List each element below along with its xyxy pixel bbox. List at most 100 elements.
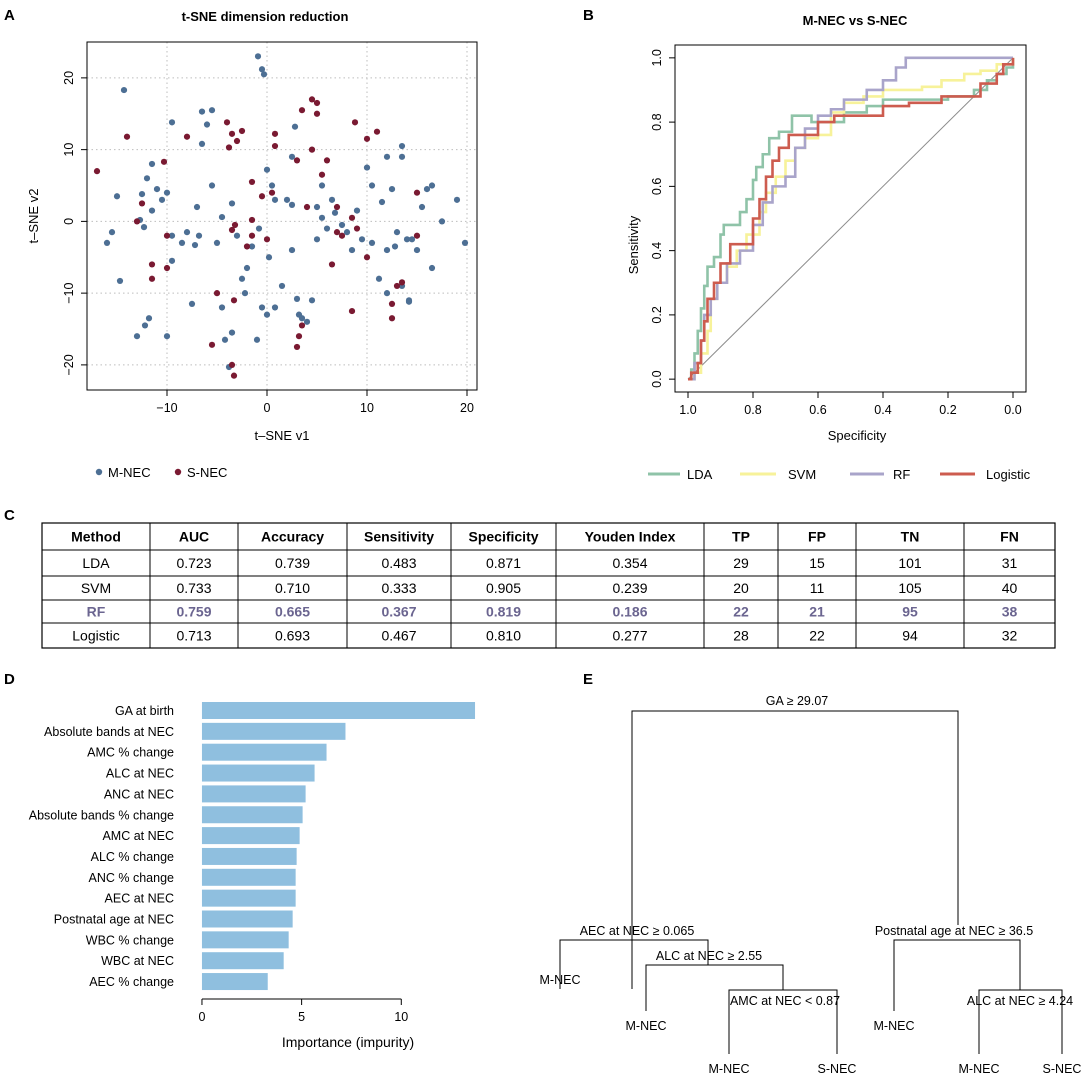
scatter-point-m-nec [398,142,406,150]
roc-title: M-NEC vs S-NEC [803,13,908,28]
tree-edge-alc-left [645,964,784,1011]
scatter-point-m-nec [163,333,171,340]
scatter-point-m-nec [331,209,339,216]
scatter-point-s-nec [93,168,101,175]
table-cell: 0.723 [176,555,211,571]
roc-x-tick-label: 0.0 [1004,403,1021,417]
table-header-cell: FP [808,529,826,545]
roc-y-tick-label: 0.4 [650,242,664,259]
scatter-point-m-nec [308,297,316,304]
importance-bar [201,952,284,970]
scatter-point-s-nec [248,178,256,186]
scatter-point-s-nec [313,110,321,117]
table-cell: 0.367 [381,604,416,620]
table-cell: 0.333 [381,580,416,596]
table-cell: 11 [810,580,825,596]
scatter-point-m-nec [254,53,262,60]
scatter-point-m-nec [428,264,436,272]
table-header-cell: FN [1000,529,1019,545]
scatter-point-m-nec [208,107,216,114]
table-cell: Logistic [72,628,119,644]
tree-leaf-postnatal-mnec: M-NEC [874,1019,915,1033]
table-cell: SVM [81,580,111,596]
roc-x-tick-label: 0.8 [744,403,761,417]
scatter-point-m-nec [291,123,299,130]
scatter-point-s-nec [263,236,271,243]
scatter-point-m-nec [298,315,306,322]
scatter-point-m-nec [283,196,291,203]
scatter-x-tick-label: 10 [360,401,374,415]
scatter-point-m-nec [241,290,249,297]
scatter-point-m-nec [368,239,376,247]
scatter-point-m-nec [278,282,286,290]
table-cell: 0.186 [612,604,647,620]
scatter-point-s-nec [333,229,341,236]
scatter-point-m-nec [113,193,121,200]
scatter-points [93,53,469,379]
scatter-point-m-nec [228,200,236,207]
scatter-point-m-nec [358,236,366,243]
importance-x-tick-label: 0 [198,1010,205,1024]
scatter-point-m-nec [348,246,356,254]
scatter-point-m-nec [148,207,156,214]
scatter-point-s-nec [351,119,359,126]
scatter-point-m-nec [141,322,149,329]
scatter-point-s-nec [363,135,371,142]
scatter-point-m-nec [363,164,371,171]
scatter-point-s-nec [308,96,316,103]
roc-x-tick-label: 0.4 [874,403,891,417]
scatter-point-m-nec [318,214,326,221]
table-cell: 101 [898,555,922,571]
importance-bar [201,931,289,949]
scatter-point-m-nec [288,153,296,160]
scatter-x-label: t–SNE v1 [255,428,310,443]
scatter-point-m-nec [438,218,446,225]
table-header-cell: Specificity [468,529,538,545]
table-cell: 0.239 [612,580,647,596]
scatter-point-s-nec [238,127,246,135]
scatter-point-s-nec [233,137,241,145]
scatter-point-m-nec [253,336,261,343]
scatter-point-m-nec [423,185,431,193]
scatter-point-m-nec [178,239,186,247]
scatter-point-m-nec [143,175,151,182]
scatter-point-m-nec [353,207,361,214]
importance-category-label: Absolute bands at NEC [44,725,174,739]
scatter-point-s-nec [248,232,256,239]
scatter-point-s-nec [363,254,371,261]
scatter-point-s-nec [225,144,233,151]
scatter-point-s-nec [223,119,231,126]
table-cell: 94 [902,628,918,644]
legend-label-svm: SVM [788,467,816,482]
legend-label-s-nec: S-NEC [187,465,227,480]
table-header-cell: AUC [179,529,209,545]
scatter-point-m-nec [238,275,246,282]
scatter-point-m-nec [198,108,206,115]
scatter-point-m-nec [260,71,268,78]
scatter-point-s-nec [348,214,356,221]
importance-bar [201,743,327,761]
scatter-point-m-nec [148,160,156,168]
roc-curve-rf [688,56,1013,381]
scatter-point-m-nec [133,333,141,340]
legend-label-lda: LDA [687,467,713,482]
scatter-point-m-nec [138,191,146,198]
scatter-point-m-nec [195,232,203,239]
scatter-point-s-nec [213,290,221,297]
tree-leaf-alc-left-mnec: M-NEC [626,1019,667,1033]
importance-x-label: Importance (impurity) [282,1034,414,1050]
scatter-point-m-nec [258,304,266,311]
importance-category-label: AEC % change [89,975,174,989]
scatter-point-m-nec [263,166,271,173]
scatter-point-s-nec [393,282,401,290]
scatter-point-s-nec [333,203,341,211]
roc-y-tick-label: 0.6 [650,178,664,195]
importance-bar [201,827,300,845]
importance-bar [201,722,346,740]
table-cell: 0.483 [381,555,416,571]
panel-e: E GA ≥ 29.07 AEC at NEC ≥ 0.065 M-NEC AL… [540,671,1082,1076]
scatter-legend: M-NEC S-NEC [95,465,227,480]
table-cell: 0.713 [176,628,211,644]
table-cell: 0.739 [275,555,310,571]
